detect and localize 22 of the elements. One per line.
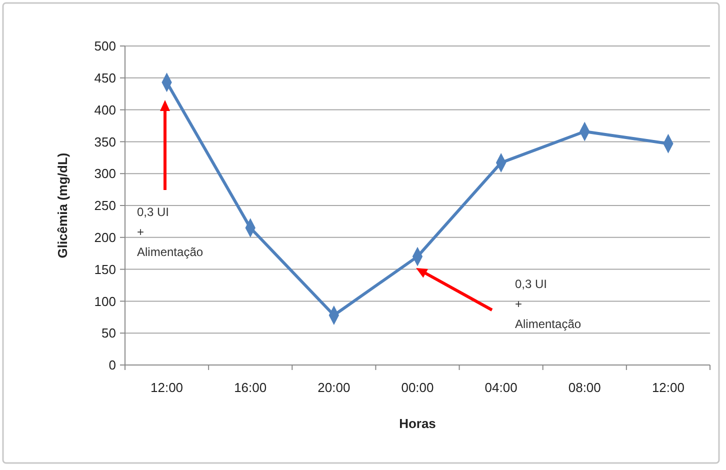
x-tick-label: 12:00	[652, 380, 684, 395]
y-tick-label: 100	[94, 294, 116, 309]
x-tick-label: 16:00	[234, 380, 267, 395]
annotation: 0,3 UI + Alimentação	[137, 205, 204, 259]
y-tick-label: 50	[102, 326, 116, 341]
y-tick-label: 500	[94, 38, 116, 54]
x-tick-label: 08:00	[568, 380, 601, 395]
y-axis-title: Glicêmia (mg/dL)	[55, 152, 70, 258]
x-tick-label: 20:00	[318, 380, 350, 395]
x-tick-label: 04:00	[484, 380, 518, 395]
y-tick-label: 450	[94, 70, 116, 86]
y-tick-label: 400	[94, 102, 116, 118]
x-axis-title: Horas	[399, 416, 436, 431]
y-tick-label: 250	[94, 198, 116, 214]
y-tick-label: 300	[94, 166, 116, 182]
y-tick-label: 0	[108, 358, 116, 373]
annotation: 0,3 UI + Alimentação	[515, 277, 582, 331]
x-tick-label: 00:00	[401, 380, 434, 395]
y-tick-label: 350	[94, 134, 116, 150]
x-tick-label: 12:00	[150, 380, 184, 395]
y-tick-label: 150	[94, 262, 116, 277]
y-tick-label: 200	[94, 230, 116, 245]
